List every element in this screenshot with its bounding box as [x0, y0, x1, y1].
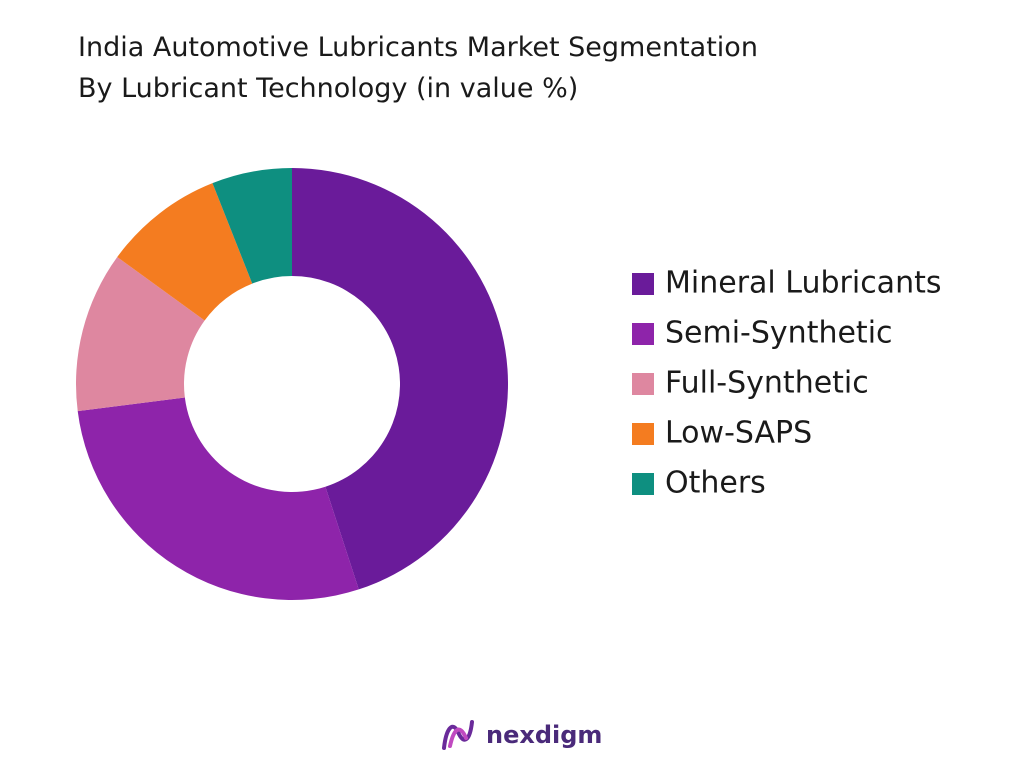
legend-swatch	[632, 423, 654, 445]
donut-segment	[292, 168, 509, 590]
donut-segment	[77, 397, 359, 601]
donut-segment	[117, 183, 253, 321]
legend-swatch	[632, 473, 654, 495]
logo-icon	[442, 720, 474, 750]
legend-label: Full-Synthetic	[665, 366, 869, 401]
legend-label: Others	[665, 466, 766, 501]
legend-label: Low-SAPS	[665, 416, 812, 451]
legend-swatch	[632, 373, 654, 395]
chart-title: India Automotive Lubricants Market Segme…	[78, 32, 758, 63]
legend-label: Semi-Synthetic	[665, 316, 893, 351]
donut-segment	[212, 168, 292, 284]
legend-swatch	[632, 273, 654, 295]
legend-label: Mineral Lubricants	[665, 266, 941, 301]
donut-segment	[76, 257, 205, 412]
legend-swatch	[632, 323, 654, 345]
chart-title: By Lubricant Technology (in value %)	[78, 73, 578, 104]
brand: nexdigm	[486, 721, 602, 749]
